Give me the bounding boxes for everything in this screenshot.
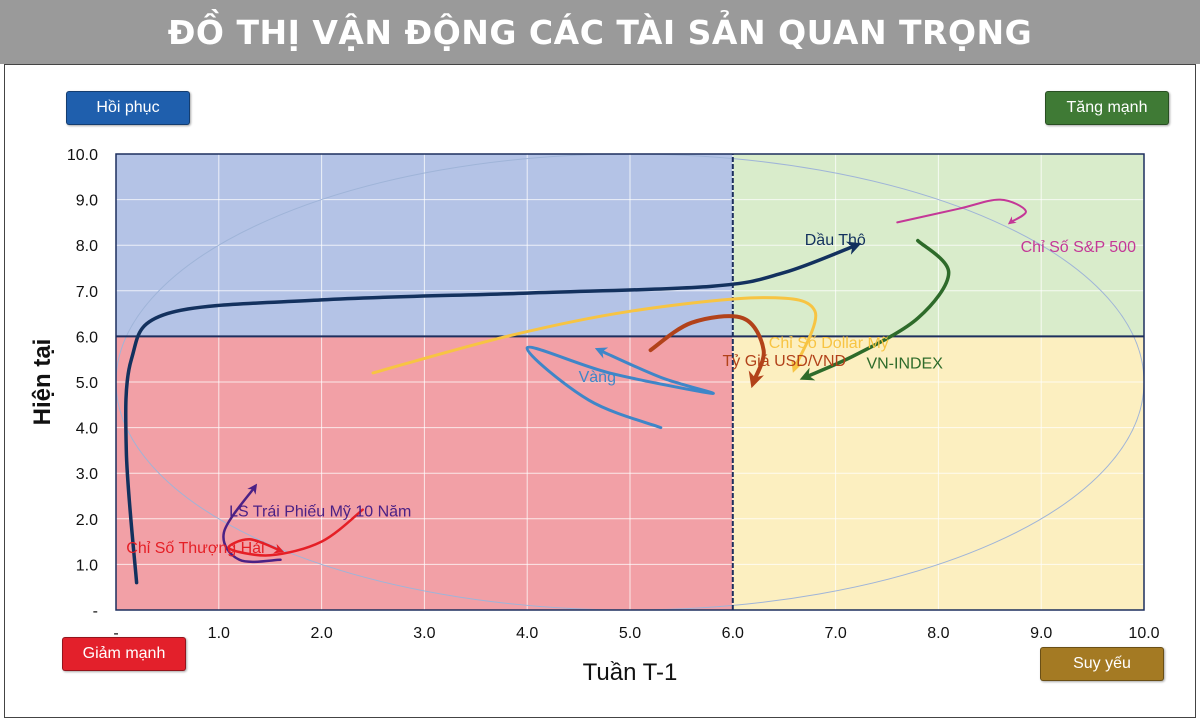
- x-tick-label: 3.0: [413, 625, 435, 642]
- series-label: Chỉ Số S&P 500: [1021, 239, 1136, 256]
- x-tick-label: 7.0: [824, 625, 846, 642]
- x-tick-label: 4.0: [516, 625, 538, 642]
- series-3-line: [371, 296, 818, 375]
- series-1-line: [896, 198, 1027, 225]
- x-tick-label: 8.0: [927, 625, 949, 642]
- x-tick-label: 6.0: [722, 625, 744, 642]
- page-title: ĐỒ THỊ VẬN ĐỘNG CÁC TÀI SẢN QUAN TRỌNG: [0, 0, 1200, 64]
- series-4-line: [648, 314, 766, 389]
- y-tick-label: 3.0: [76, 466, 98, 483]
- series-label: Dầu Thô: [805, 232, 866, 249]
- x-tick-label: 9.0: [1030, 625, 1052, 642]
- y-tick-label: 1.0: [76, 557, 98, 574]
- y-tick-label: 7.0: [76, 284, 98, 301]
- series-6-line: [222, 483, 282, 564]
- strong-growth-quadrant-label: Tăng mạnh: [1045, 91, 1169, 125]
- y-tick-label: -: [93, 603, 98, 620]
- series-label: Vàng: [579, 369, 616, 386]
- series-label: Tỷ Giá USD/VND: [723, 353, 847, 370]
- y-tick-label: 10.0: [67, 147, 98, 164]
- x-tick-label: 2.0: [310, 625, 332, 642]
- y-tick-label: 5.0: [76, 375, 98, 392]
- x-tick-label: 1.0: [208, 625, 230, 642]
- x-tick-label: 10.0: [1128, 625, 1159, 642]
- y-tick-label: 8.0: [76, 238, 98, 255]
- x-tick-label: -: [113, 625, 118, 642]
- series-label: LS Trái Phiếu Mỹ 10 Năm: [229, 504, 411, 521]
- y-tick-label: 2.0: [76, 512, 98, 529]
- y-axis-title: Hiện tại: [29, 339, 56, 426]
- series-label: Chỉ Số Dollar Mỹ: [769, 335, 889, 352]
- recovery-quadrant-label: Hồi phục: [66, 91, 190, 125]
- y-tick-label: 4.0: [76, 421, 98, 438]
- series-5-line: [525, 345, 715, 430]
- x-tick-label: 5.0: [619, 625, 641, 642]
- series-label: VN-INDEX: [866, 355, 943, 372]
- series-label: Chỉ Số Thượng Hải: [126, 540, 264, 557]
- series-2-line: [799, 238, 951, 381]
- series-7-line: [227, 508, 364, 557]
- x-axis-title: Tuần T-1: [583, 659, 678, 686]
- plot-border: [115, 153, 1145, 611]
- y-tick-label: 6.0: [76, 329, 98, 346]
- weakening-quadrant-label: Suy yếu: [1040, 647, 1164, 681]
- strong-decline-quadrant-label: Giảm mạnh: [62, 637, 186, 671]
- series-0-line: [123, 241, 862, 585]
- y-tick-label: 9.0: [76, 193, 98, 210]
